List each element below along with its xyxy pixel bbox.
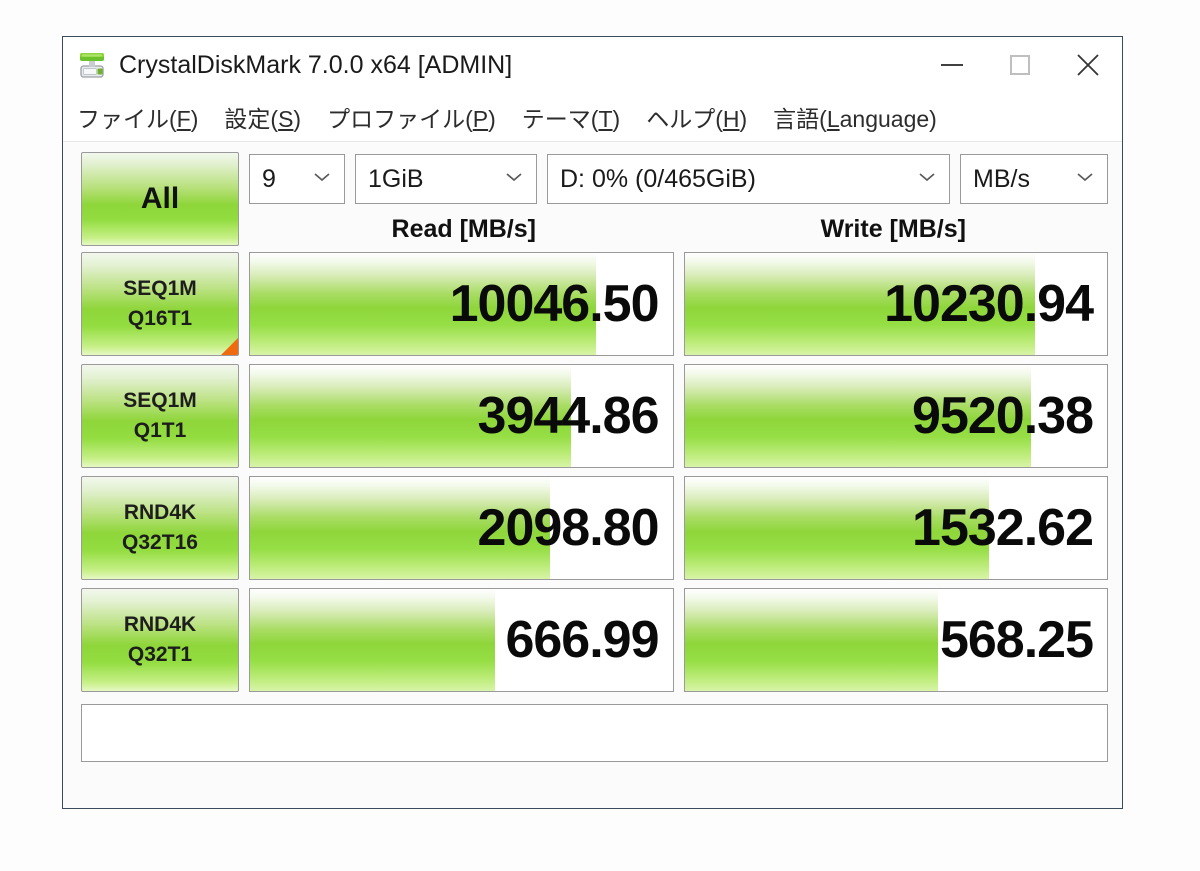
menu-item-file[interactable]: ファイル(F) — [77, 106, 199, 132]
crystaldiskmark-window: CrystalDiskMark 7.0.0 x64 [ADMIN] ファイル(F… — [62, 36, 1123, 809]
all-button[interactable]: All — [81, 152, 239, 246]
client-area: All 9 1GiB — [63, 142, 1122, 808]
results-grid: SEQ1M Q16T1 10046.50 10230.94 — [81, 252, 1108, 794]
window-controls — [918, 37, 1122, 93]
read-value: 666.99 — [505, 611, 659, 669]
test-label-line2: Q32T1 — [127, 643, 193, 666]
test-label-line2: Q16T1 — [127, 307, 193, 330]
write-value: 10230.94 — [884, 275, 1094, 333]
test-count-value: 9 — [262, 164, 276, 193]
menu-item-settings[interactable]: 設定(S) — [224, 106, 302, 132]
read-bar-fill — [250, 365, 572, 467]
toolbar-row: All 9 1GiB — [81, 152, 1108, 252]
read-bar-fill — [250, 589, 496, 691]
write-bar-fill — [684, 365, 1031, 467]
read-result-bar: 10046.50 — [249, 252, 674, 356]
menu-item-theme[interactable]: テーマ(T) — [521, 106, 621, 132]
read-value: 2098.80 — [477, 499, 660, 557]
menu-bar: ファイル(F) 設定(S) プロファイル(P) テーマ(T) ヘルプ(H) 言語… — [63, 93, 1122, 142]
table-row: SEQ1M Q1T1 3944.86 9520.38 — [81, 364, 1108, 468]
close-icon[interactable] — [1054, 37, 1122, 93]
drive-dropdown[interactable]: D: 0% (0/465GiB) — [547, 154, 950, 204]
chevron-down-icon — [312, 170, 332, 189]
table-row: RND4K Q32T16 2098.80 1532.62 — [81, 476, 1108, 580]
unit-dropdown[interactable]: MB/s — [960, 154, 1108, 204]
write-result-bar: 568.25 — [683, 588, 1108, 692]
read-value: 10046.50 — [449, 275, 660, 333]
test-label-line1: RND4K — [123, 501, 197, 525]
test-label-line1: SEQ1M — [123, 389, 197, 413]
write-result-bar: 10230.94 — [683, 252, 1108, 356]
disk-drive-icon — [75, 48, 109, 82]
menu-item-profile[interactable]: プロファイル(P) — [327, 106, 496, 132]
corner-marker-icon — [221, 338, 238, 355]
toolbar-combos: 9 1GiB D: 0% (0/465GiB) — [249, 152, 1108, 206]
unit-value: MB/s — [973, 164, 1030, 193]
write-value: 9520.38 — [912, 387, 1094, 445]
toolbar-controls: 9 1GiB D: 0% (0/465GiB) — [249, 152, 1108, 246]
test-size-dropdown[interactable]: 1GiB — [355, 154, 537, 204]
chevron-down-icon — [504, 170, 524, 189]
write-column-header: Write [MB/s] — [820, 215, 966, 243]
read-result-bar: 2098.80 — [249, 476, 674, 580]
write-value: 568.25 — [939, 611, 1094, 669]
test-button-seq1m-q1t1[interactable]: SEQ1M Q1T1 — [81, 364, 239, 468]
write-bar-fill — [684, 253, 1036, 355]
window-title: CrystalDiskMark 7.0.0 x64 [ADMIN] — [119, 50, 513, 79]
read-result-bar: 666.99 — [249, 588, 674, 692]
read-bar-fill — [250, 477, 550, 579]
write-value: 1532.62 — [912, 499, 1094, 557]
drive-value: D: 0% (0/465GiB) — [560, 164, 756, 193]
test-count-dropdown[interactable]: 9 — [249, 154, 345, 204]
test-button-seq1m-q16t1[interactable]: SEQ1M Q16T1 — [81, 252, 239, 356]
read-result-bar: 3944.86 — [249, 364, 674, 468]
menu-item-help[interactable]: ヘルプ(H) — [646, 106, 748, 132]
table-row: RND4K Q32T1 666.99 568.25 — [81, 588, 1108, 692]
maximize-icon[interactable] — [986, 37, 1054, 93]
column-headers: Read [MB/s] Write [MB/s] — [249, 206, 1108, 246]
chevron-down-icon — [1075, 170, 1095, 189]
test-label-line1: SEQ1M — [123, 277, 197, 301]
test-button-rnd4k-q32t16[interactable]: RND4K Q32T16 — [81, 476, 239, 580]
menu-item-language[interactable]: 言語(Language) — [773, 106, 937, 132]
test-button-rnd4k-q32t1[interactable]: RND4K Q32T1 — [81, 588, 239, 692]
test-label-line2: Q32T16 — [122, 531, 198, 554]
read-column-header: Read [MB/s] — [391, 215, 536, 243]
table-row: SEQ1M Q16T1 10046.50 10230.94 — [81, 252, 1108, 356]
write-bar-fill — [684, 477, 989, 579]
test-label-line2: Q1T1 — [133, 419, 187, 442]
write-bar-fill — [684, 589, 938, 691]
read-value: 3944.86 — [477, 387, 660, 445]
chevron-down-icon — [917, 170, 937, 189]
test-label-line1: RND4K — [123, 613, 197, 637]
comment-input[interactable] — [81, 704, 1108, 762]
read-bar-fill — [250, 253, 597, 355]
minimize-icon[interactable] — [918, 37, 986, 93]
test-size-value: 1GiB — [368, 164, 424, 193]
write-result-bar: 9520.38 — [683, 364, 1108, 468]
write-result-bar: 1532.62 — [683, 476, 1108, 580]
title-bar[interactable]: CrystalDiskMark 7.0.0 x64 [ADMIN] — [63, 37, 1122, 93]
